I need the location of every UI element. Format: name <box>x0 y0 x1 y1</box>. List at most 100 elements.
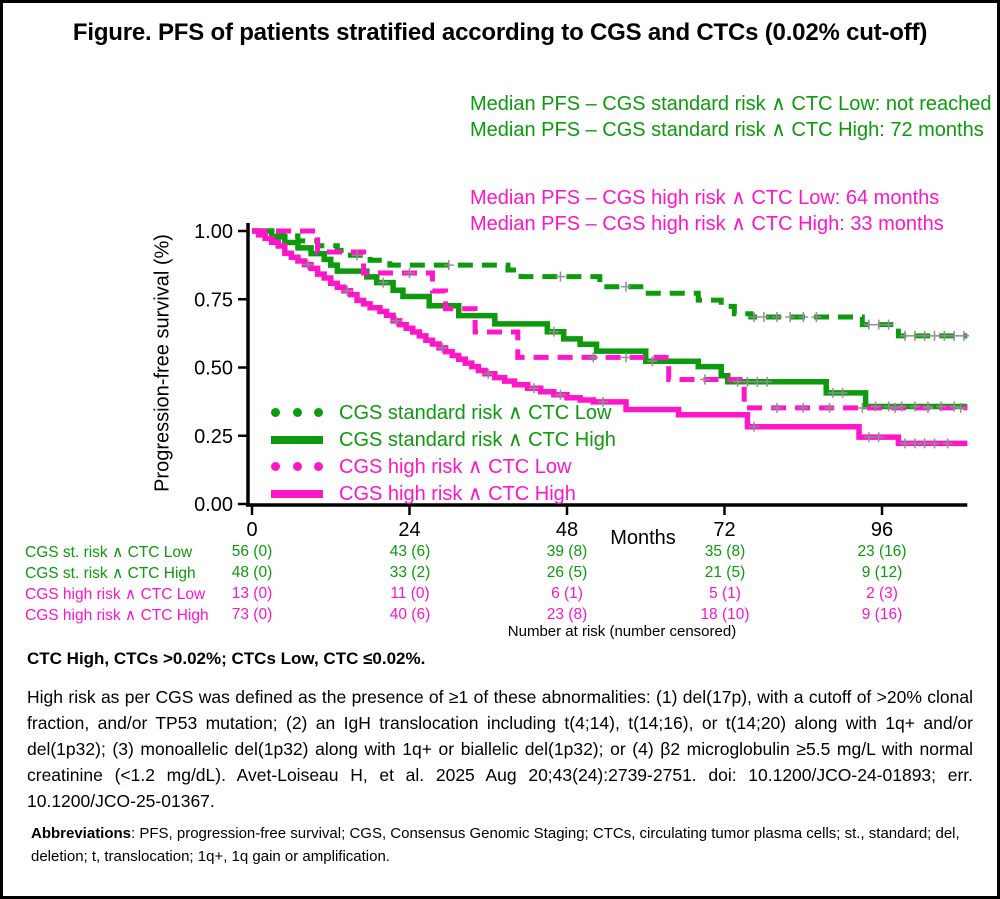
censor-mark <box>785 311 796 322</box>
dotted-magenta-swatch-icon <box>271 462 323 471</box>
risk-table-row: CGS st. risk ∧ CTC Low 56 (0) 43 (6) 39 … <box>3 543 997 563</box>
risk-cell: 6 (1) <box>551 585 583 602</box>
x-axis-label: Months <box>610 527 676 549</box>
km-curve <box>252 228 968 411</box>
censor-mark <box>949 330 960 341</box>
censor-mark <box>955 402 966 413</box>
legend-item-standard-low: CGS standard risk ∧ CTC Low <box>271 399 616 426</box>
censor-mark <box>621 281 632 292</box>
footnote-cutoff-definition: CTC High, CTCs >0.02%; CTCs Low, CTC ≤0.… <box>27 649 426 668</box>
censor-mark <box>752 376 763 387</box>
risk-cell: 11 (0) <box>390 585 430 602</box>
km-chart: 1.00 0.75 0.50 0.25 0.00 0 24 48 72 96 Months Prog… <box>3 213 997 553</box>
risk-cell: 33 (2) <box>389 564 431 581</box>
censor-mark <box>772 311 782 322</box>
risk-cell: 9 (16) <box>861 606 903 623</box>
km-curve <box>252 228 968 339</box>
risk-row-label: CGS high risk ∧ CTC High <box>25 607 209 624</box>
censor-mark <box>939 330 950 341</box>
censor-mark <box>798 402 809 413</box>
legend-label: CGS standard risk ∧ CTC High <box>339 429 616 451</box>
censor-mark <box>483 368 494 379</box>
censor-mark <box>529 383 540 394</box>
censor-mark <box>548 326 559 337</box>
censor-mark <box>919 330 930 341</box>
censor-mark <box>837 387 848 398</box>
censor-mark <box>404 268 415 279</box>
censor-mark <box>909 401 920 412</box>
censor-mark <box>890 402 901 413</box>
median-pfs-high-low: Median PFS – CGS high risk ∧ CTC Low: 64… <box>470 187 940 209</box>
censor-mark <box>772 402 782 413</box>
censor-mark <box>929 330 940 341</box>
censor-mark <box>342 285 353 296</box>
censor-mark <box>749 421 760 432</box>
risk-cell: 21 (5) <box>704 564 746 581</box>
median-pfs-high-high: Median PFS – CGS high risk ∧ CTC High: 3… <box>470 213 944 235</box>
censor-mark <box>899 438 910 449</box>
legend-label: CGS standard risk ∧ CTC Low <box>339 402 612 424</box>
y-axis-label: Progression-free survival (%) <box>151 234 174 492</box>
risk-cell: 2 (3) <box>866 585 898 602</box>
censor-mark <box>827 387 838 398</box>
risk-table-row: CGS high risk ∧ CTC Low 13 (0) 11 (0) 6 … <box>3 585 997 605</box>
censor-mark <box>811 311 822 322</box>
censor-mark <box>588 352 599 363</box>
risk-table-caption: Number at risk (number censored) <box>507 623 737 640</box>
legend-item-high-high: CGS high risk ∧ CTC High <box>271 480 616 507</box>
risk-cell: 73 (0) <box>231 606 273 623</box>
censor-mark <box>647 356 658 367</box>
risk-cell: 23 (16) <box>857 543 907 560</box>
solid-magenta-swatch-icon <box>271 489 323 498</box>
solid-green-swatch-icon <box>271 435 323 444</box>
censor-mark <box>555 389 566 400</box>
figure-title: Figure. PFS of patients stratified accor… <box>72 19 928 46</box>
risk-row-label: CGS high risk ∧ CTC Low <box>25 586 206 603</box>
median-annotations: Median PFS – CGS standard risk ∧ CTC Low… <box>470 91 992 237</box>
risk-cell: 26 (5) <box>546 564 588 581</box>
censor-mark <box>873 319 884 330</box>
median-pfs-standard-low: Median PFS – CGS standard risk ∧ CTC Low… <box>470 93 992 115</box>
y-tick-label: 0.25 <box>194 426 233 448</box>
censor-mark <box>949 401 960 412</box>
risk-cell: 5 (1) <box>709 585 741 602</box>
risk-cell: 18 (10) <box>700 606 750 623</box>
censor-mark <box>391 315 402 326</box>
risk-row-label: CGS st. risk ∧ CTC High <box>25 565 196 582</box>
censor-mark <box>732 376 743 387</box>
legend-label: CGS high risk ∧ CTC Low <box>339 456 572 478</box>
risk-cell: 35 (8) <box>704 543 746 560</box>
y-tick-label: 1.00 <box>194 221 233 243</box>
censor-mark <box>758 311 769 322</box>
footnote-paragraph: High risk as per CGS was defined as the … <box>27 687 973 811</box>
censor-mark <box>873 432 884 443</box>
y-tick-label: 0.00 <box>194 494 233 516</box>
legend-item-high-low: CGS high risk ∧ CTC Low <box>271 453 616 480</box>
x-tick-label: 72 <box>713 519 735 541</box>
y-tick-label: 0.50 <box>194 358 233 380</box>
censor-mark <box>936 401 947 412</box>
x-tick-label: 24 <box>398 519 420 541</box>
x-tick-label: 96 <box>871 519 893 541</box>
censor-mark <box>437 342 448 353</box>
median-pfs-standard-high: Median PFS – CGS standard risk ∧ CTC Hig… <box>470 119 984 141</box>
censor-mark <box>929 438 940 449</box>
risk-row-label: CGS st. risk ∧ CTC Low <box>25 544 193 561</box>
censor-mark <box>959 330 970 341</box>
censor-mark <box>621 352 632 363</box>
x-tick-label: 48 <box>556 519 578 541</box>
x-tick-label: 0 <box>246 519 257 541</box>
censor-mark <box>857 402 868 413</box>
censor-mark <box>378 277 389 288</box>
censor-mark <box>443 260 454 271</box>
censor-mark <box>919 438 930 449</box>
legend-label: CGS high risk ∧ CTC High <box>339 483 576 505</box>
censor-mark <box>749 311 760 322</box>
footnote-abbreviations: Abbreviations: PFS, progression-free sur… <box>31 823 969 868</box>
censor-mark <box>598 396 609 407</box>
censor-mark <box>824 402 835 413</box>
censor-mark <box>883 401 894 412</box>
risk-cell: 9 (12) <box>861 564 903 581</box>
risk-cell: 13 (0) <box>231 585 273 602</box>
